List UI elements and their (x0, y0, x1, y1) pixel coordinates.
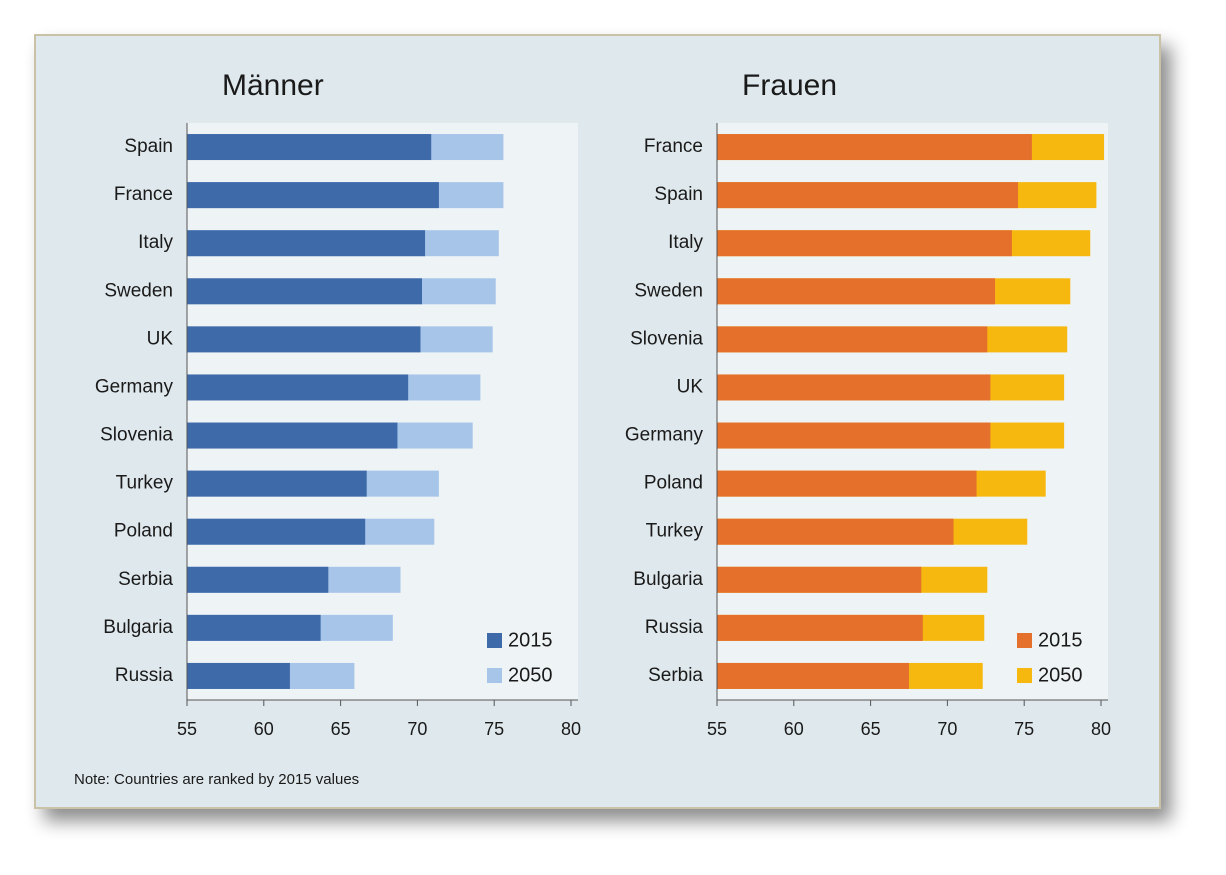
bar (187, 374, 409, 401)
x-tick-label: 60 (784, 719, 804, 739)
x-tick-label: 55 (177, 719, 197, 739)
x-tick-label: 75 (1014, 719, 1034, 739)
legend-label: 2015 (1038, 629, 1083, 651)
x-tick-label: 75 (484, 719, 504, 739)
legend-label: 2050 (1038, 664, 1083, 686)
x-tick-label: 65 (861, 719, 881, 739)
plot-area (187, 123, 578, 700)
y-tick-label: Russia (645, 617, 704, 638)
plot-area (717, 123, 1108, 700)
y-tick-label: France (114, 184, 173, 205)
y-tick-label: Bulgaria (633, 569, 703, 590)
legend-label: 2050 (508, 664, 553, 686)
y-tick-label: Turkey (646, 521, 704, 542)
y-tick-label: Serbia (118, 569, 173, 590)
bar (187, 278, 423, 305)
bar (187, 134, 432, 161)
x-tick-label: 60 (254, 719, 274, 739)
bar (187, 614, 321, 641)
y-tick-label: Slovenia (630, 328, 703, 349)
y-tick-label: Germany (625, 425, 704, 446)
y-tick-label: Spain (654, 184, 703, 205)
y-tick-label: Poland (644, 473, 703, 494)
bar (187, 230, 426, 257)
bar (187, 662, 290, 689)
bar (717, 614, 923, 641)
note: Note: Countries are ranked by 2015 value… (74, 771, 359, 788)
y-tick-label: Russia (115, 665, 174, 686)
bar (717, 566, 922, 593)
x-tick-label: 70 (937, 719, 957, 739)
x-tick-label: 70 (407, 719, 427, 739)
bar (717, 374, 991, 401)
legend-label: 2015 (508, 629, 553, 651)
y-tick-label: Poland (114, 521, 173, 542)
bar (187, 182, 439, 209)
x-tick-label: 55 (707, 719, 727, 739)
bar (187, 470, 367, 497)
y-tick-label: UK (677, 376, 704, 397)
bar (717, 182, 1019, 209)
legend-swatch (1017, 633, 1032, 648)
y-tick-label: Italy (138, 232, 173, 253)
bar (717, 278, 996, 305)
bar (187, 326, 421, 353)
bar (717, 662, 909, 689)
legend-swatch (487, 668, 502, 683)
y-tick-label: Slovenia (100, 425, 173, 446)
x-tick-label: 80 (561, 719, 581, 739)
legend-swatch (487, 633, 502, 648)
y-tick-label: Turkey (116, 473, 174, 494)
y-tick-label: Serbia (648, 665, 703, 686)
y-tick-label: Italy (668, 232, 703, 253)
y-tick-label: Spain (124, 136, 173, 157)
bar (187, 566, 329, 593)
bar (717, 470, 977, 497)
y-tick-label: Sweden (634, 280, 703, 301)
y-tick-label: France (644, 136, 703, 157)
chart-title: Frauen (742, 69, 837, 102)
bar (717, 326, 988, 353)
x-tick-label: 80 (1091, 719, 1111, 739)
bar (187, 422, 398, 449)
chart-title: Männer (222, 69, 324, 102)
bar (717, 134, 1032, 161)
bar (717, 422, 991, 449)
y-tick-label: UK (147, 328, 174, 349)
legend-swatch (1017, 668, 1032, 683)
y-tick-label: Sweden (104, 280, 173, 301)
y-tick-label: Bulgaria (103, 617, 173, 638)
bar (187, 518, 366, 545)
bar (717, 230, 1012, 257)
bar (717, 518, 954, 545)
y-tick-label: Germany (95, 376, 174, 397)
x-tick-label: 65 (331, 719, 351, 739)
